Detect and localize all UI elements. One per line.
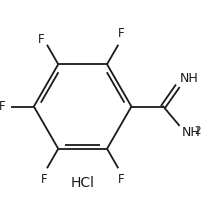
Text: F: F xyxy=(37,33,44,46)
Text: F: F xyxy=(41,173,47,186)
Text: NH: NH xyxy=(179,72,198,85)
Text: F: F xyxy=(117,173,124,186)
Text: NH: NH xyxy=(181,126,199,139)
Text: F: F xyxy=(117,27,124,40)
Text: 2: 2 xyxy=(193,125,199,135)
Text: F: F xyxy=(0,100,6,113)
Text: HCl: HCl xyxy=(70,176,94,190)
